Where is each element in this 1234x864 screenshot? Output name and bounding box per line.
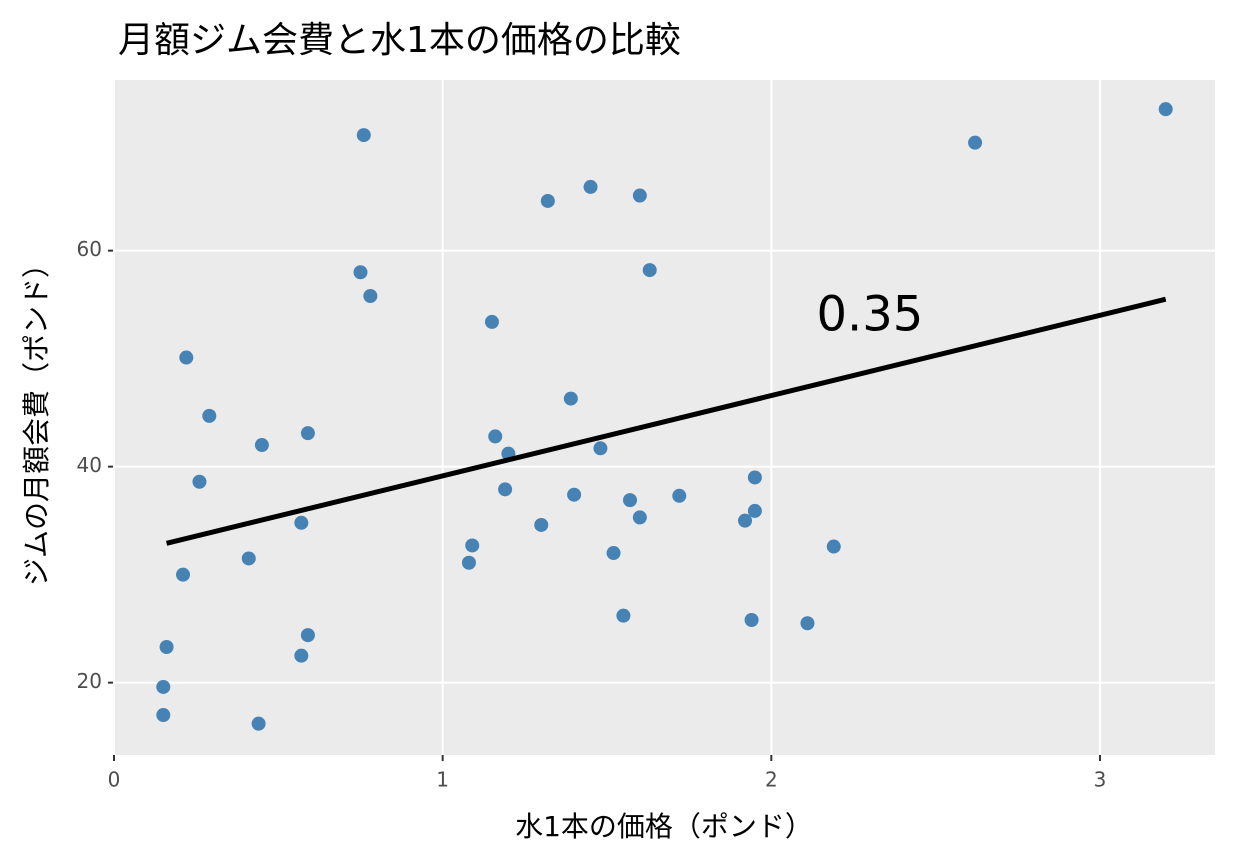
point: [488, 429, 503, 444]
y-tick-label: 20: [77, 669, 102, 693]
point: [593, 441, 608, 456]
x-tick-label: 0: [108, 768, 121, 792]
point: [192, 474, 207, 489]
x-axis-label: 水1本の価格（ポンド）: [515, 810, 813, 843]
y-tick-label: 40: [77, 453, 102, 477]
point: [461, 555, 476, 570]
point: [606, 546, 621, 561]
point: [744, 613, 759, 627]
x-tick-label: 2: [765, 768, 778, 792]
point: [484, 314, 499, 329]
annotation: 0.35: [816, 287, 923, 343]
point: [202, 408, 217, 423]
point: [363, 289, 378, 303]
chart-title: 月額ジム会費と水1本の価格の比較: [118, 20, 681, 61]
point: [1158, 102, 1173, 117]
point: [800, 616, 815, 631]
point: [156, 679, 171, 694]
point: [251, 716, 266, 731]
y-tick-label: 60: [77, 237, 102, 261]
point: [826, 539, 841, 554]
point: [738, 513, 753, 528]
point: [156, 708, 171, 723]
panel: [114, 80, 1215, 755]
point: [159, 640, 174, 654]
point: [356, 128, 371, 143]
point: [176, 567, 191, 582]
point: [747, 503, 762, 518]
point: [254, 438, 269, 453]
point: [534, 517, 549, 532]
point: [465, 538, 480, 553]
x-tick-label: 3: [1094, 768, 1107, 792]
point: [294, 648, 309, 663]
point: [622, 493, 637, 508]
point: [672, 488, 687, 503]
point: [968, 135, 983, 150]
point: [632, 188, 647, 203]
x-tick-label: 1: [436, 768, 449, 792]
point: [294, 515, 309, 530]
point: [540, 193, 555, 208]
point: [583, 179, 598, 194]
point: [616, 608, 631, 623]
point: [179, 350, 194, 365]
point: [300, 426, 315, 441]
point: [241, 551, 256, 566]
y-axis-label: ジムの月額会費（ポンド）: [20, 250, 53, 586]
point: [498, 482, 513, 497]
point: [632, 510, 647, 525]
point: [567, 487, 582, 502]
point: [353, 265, 368, 280]
point: [300, 628, 315, 643]
trend-line: [165, 296, 1167, 546]
point: [642, 263, 657, 278]
point: [747, 470, 762, 485]
point: [563, 391, 578, 406]
